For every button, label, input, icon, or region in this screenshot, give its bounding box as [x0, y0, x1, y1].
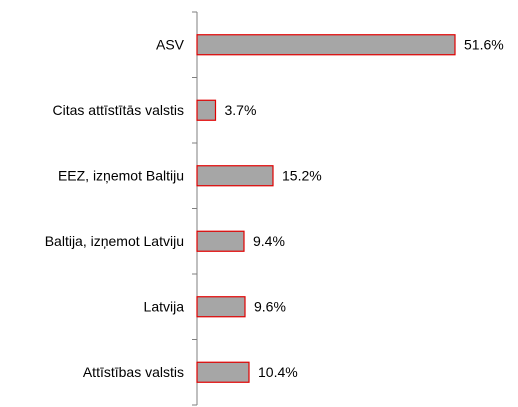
- bar: [196, 34, 456, 56]
- value-label: 15.2%: [282, 167, 322, 183]
- category-label: Latvija: [144, 298, 185, 314]
- value-label: 9.4%: [253, 233, 285, 249]
- bar: [196, 230, 245, 252]
- value-label: 9.6%: [254, 298, 286, 314]
- bar: [196, 296, 246, 318]
- bar: [196, 99, 217, 121]
- value-label: 3.7%: [225, 102, 257, 118]
- bar: [196, 165, 274, 187]
- value-label: 51.6%: [464, 36, 504, 52]
- category-label: Attīstības valstis: [83, 364, 184, 380]
- category-label: ASV: [156, 36, 185, 52]
- category-label: Citas attīstītās valstis: [53, 102, 184, 118]
- category-label: EEZ, izņemot Baltiju: [58, 167, 184, 183]
- bar: [196, 361, 250, 383]
- category-label: Baltija, izņemot Latviju: [45, 233, 184, 249]
- value-label: 10.4%: [258, 364, 298, 380]
